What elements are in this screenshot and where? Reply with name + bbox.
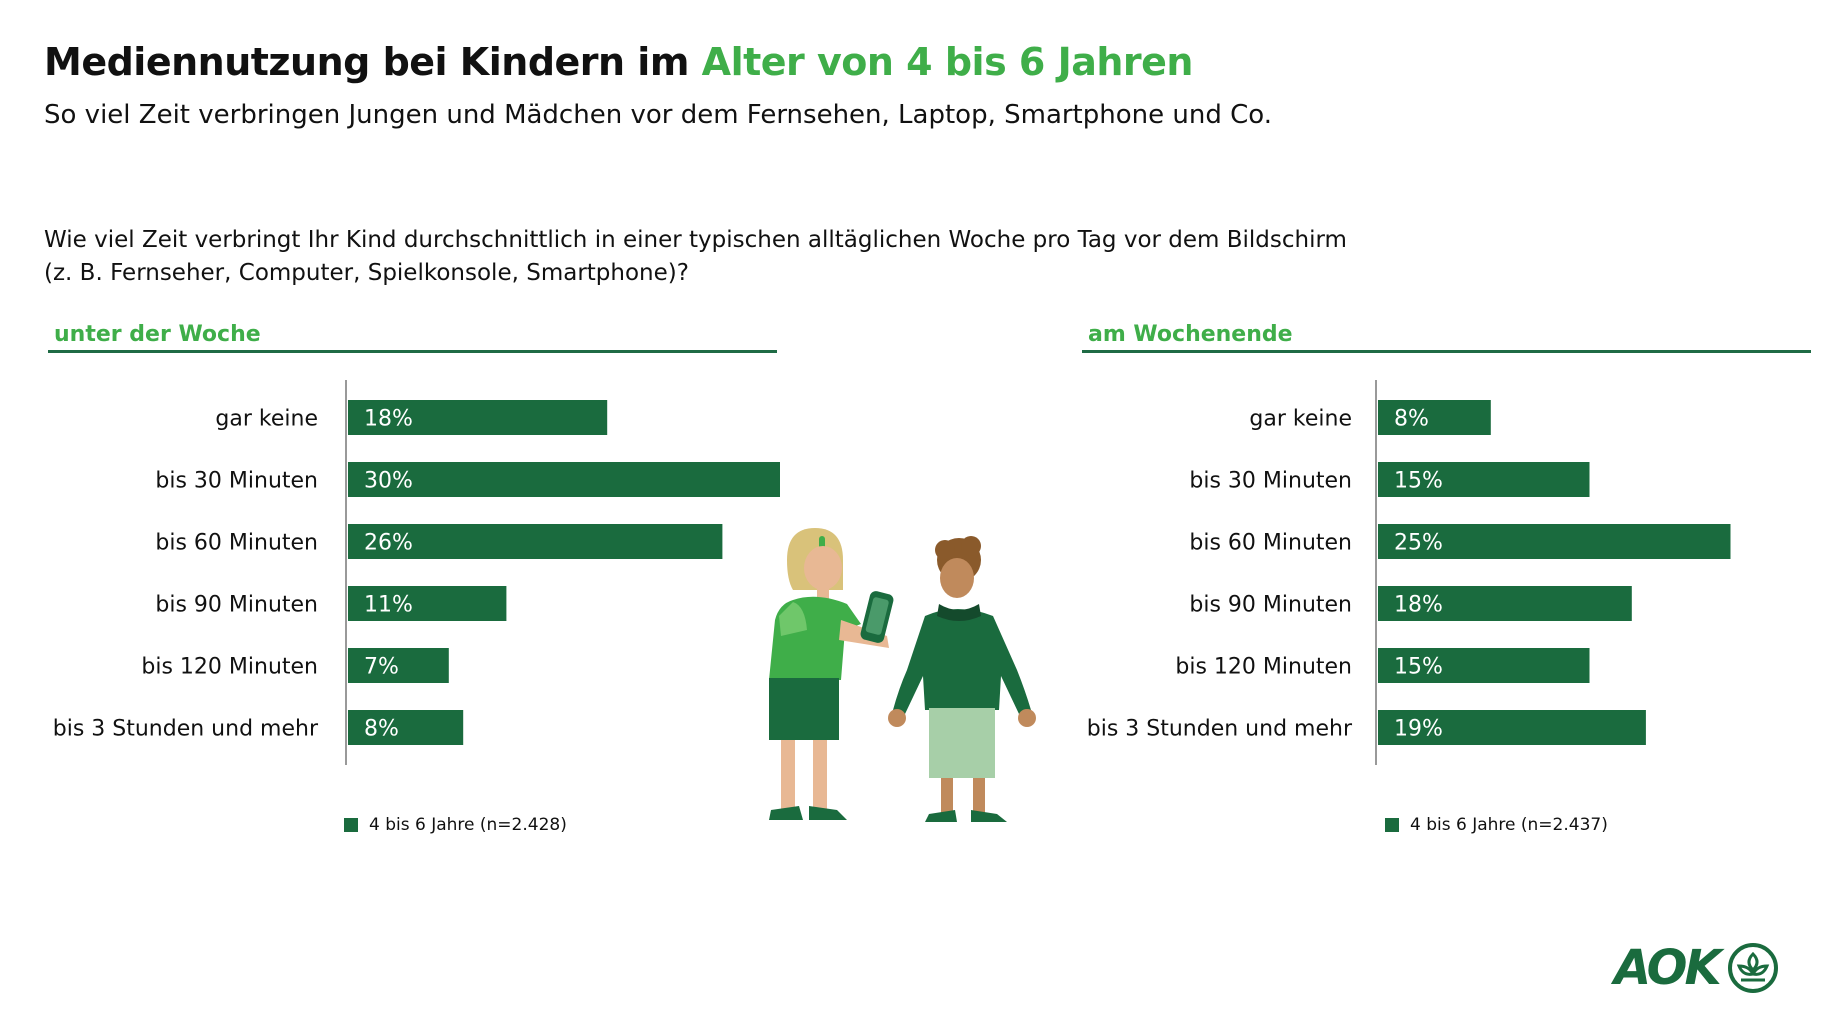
bar-value-label: 7% (364, 655, 399, 680)
legend-swatch (344, 818, 358, 832)
bar-chart-weekend: gar keine 8% bis 30 Minuten 15% bis 60 Minut… (1087, 380, 1731, 765)
bar-value-label: 8% (364, 717, 399, 742)
bar-value-label: 18% (1394, 593, 1443, 618)
category-label: bis 120 Minuten (141, 655, 318, 680)
legend-label: 4 bis 6 Jahre (n=2.437) (1410, 815, 1608, 835)
bar (1378, 586, 1632, 621)
question-line-2: (z. B. Fernseher, Computer, Spielkonsole… (44, 260, 689, 286)
page-title: Mediennutzung bei Kindern im Alter von 4… (44, 40, 1194, 84)
legend-label: 4 bis 6 Jahre (n=2.428) (369, 815, 567, 835)
category-label: bis 30 Minuten (1189, 469, 1352, 494)
category-label: bis 30 Minuten (155, 469, 318, 494)
bar (348, 400, 608, 435)
bar (348, 524, 723, 559)
bar (348, 586, 507, 621)
bar-value-label: 19% (1394, 717, 1443, 742)
bar-value-label: 30% (364, 469, 413, 494)
category-label: bis 3 Stunden und mehr (53, 717, 319, 742)
boy-figure (888, 536, 1036, 822)
panel-title-weekend: am Wochenende (1082, 322, 1811, 353)
question-line-1: Wie viel Zeit verbringt Ihr Kind durchsc… (44, 227, 1347, 253)
bar (1378, 710, 1646, 745)
bar (1378, 524, 1731, 559)
aok-logo: AOK (1614, 940, 1779, 996)
logo-wordmark: AOK (1614, 940, 1722, 996)
children-with-smartphone-illustration (769, 528, 1036, 822)
bar-value-label: 15% (1394, 469, 1443, 494)
title-accent: Alter von 4 bis 6 Jahren (701, 40, 1194, 84)
bar (348, 462, 780, 497)
page-subtitle: So viel Zeit verbringen Jungen und Mädch… (44, 100, 1272, 130)
legend-weekday: 4 bis 6 Jahre (n=2.428) (344, 815, 567, 835)
bar (1378, 400, 1491, 435)
bar-chart-weekday: gar keine 18% bis 30 Minuten 30% bis 60 Minu… (53, 380, 780, 765)
bar-value-label: 8% (1394, 407, 1429, 432)
legend-weekend: 4 bis 6 Jahre (n=2.437) (1385, 815, 1608, 835)
category-label: gar keine (1249, 407, 1352, 432)
legend-swatch (1385, 818, 1399, 832)
survey-question: Wie viel Zeit verbringt Ihr Kind durchsc… (44, 224, 1444, 290)
bar (1378, 648, 1590, 683)
category-label: gar keine (215, 407, 318, 432)
bar-value-label: 18% (364, 407, 413, 432)
bar-value-label: 26% (364, 531, 413, 556)
category-label: bis 120 Minuten (1175, 655, 1352, 680)
bar (348, 710, 464, 745)
aok-tree-emblem-icon (1727, 943, 1778, 993)
girl-figure (769, 528, 894, 820)
panel-title-weekday: unter der Woche (48, 322, 777, 353)
bar-value-label: 15% (1394, 655, 1443, 680)
category-label: bis 60 Minuten (1189, 531, 1352, 556)
category-label: bis 90 Minuten (155, 593, 318, 618)
title-main: Mediennutzung bei Kindern im (44, 40, 689, 84)
bar (1378, 462, 1590, 497)
bar-value-label: 25% (1394, 531, 1443, 556)
bar-value-label: 11% (364, 593, 413, 618)
category-label: bis 60 Minuten (155, 531, 318, 556)
category-label: bis 90 Minuten (1189, 593, 1352, 618)
category-label: bis 3 Stunden und mehr (1087, 717, 1353, 742)
bar (348, 648, 449, 683)
